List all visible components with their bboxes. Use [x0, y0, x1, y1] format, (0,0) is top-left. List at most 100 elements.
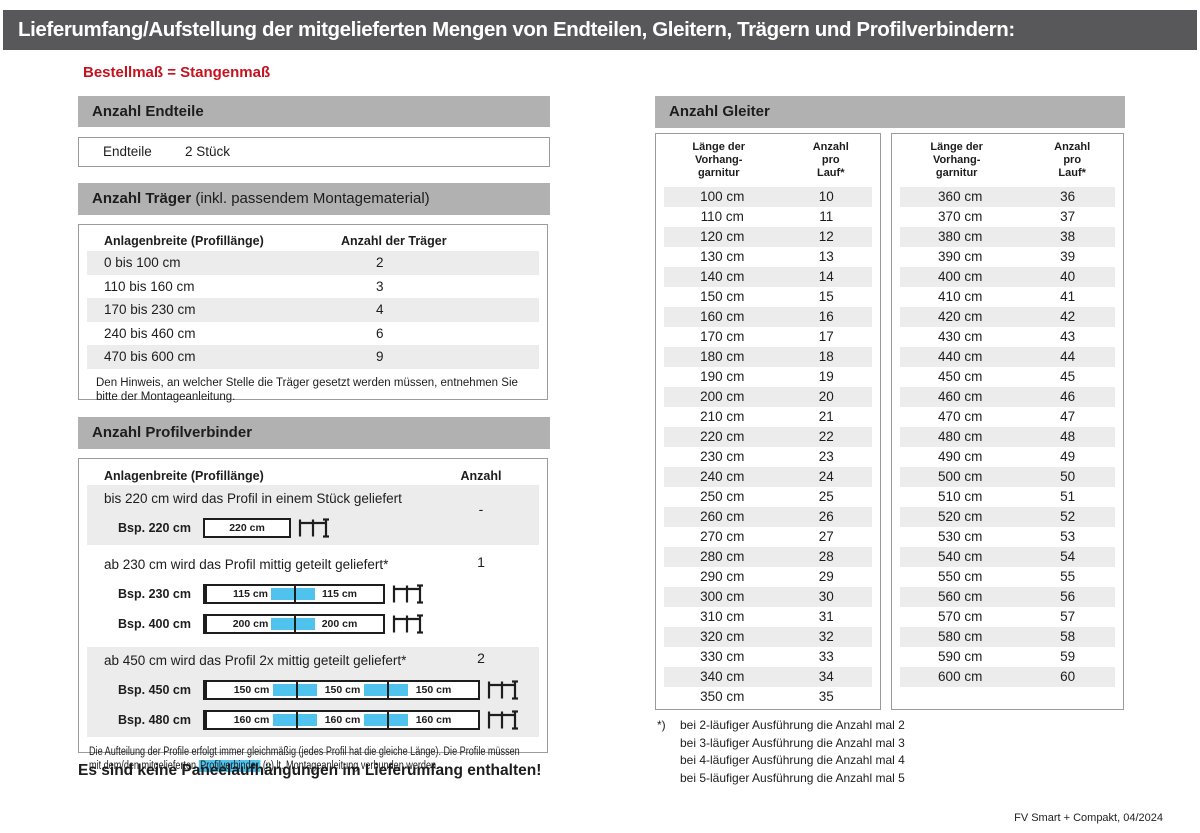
table-cell: 11	[819, 209, 834, 224]
table-cell: 110 cm	[700, 209, 744, 224]
table-row: 320 cm 32	[664, 627, 872, 647]
section-header-profilverbinder: Anzahl Profilverbinder	[78, 417, 550, 449]
table-cell: 9	[376, 349, 384, 364]
table-cell: 390 cm	[938, 249, 983, 264]
table-cell: 20	[818, 389, 834, 404]
table-row: 520 cm 52	[900, 507, 1115, 527]
table-cell: 33	[818, 649, 834, 664]
section-title-endteile: Anzahl Endteile	[92, 103, 204, 120]
footnote-text: bei 5-läufiger Ausführung die Anzahl mal…	[680, 770, 905, 785]
table-row: 490 cm 49	[900, 447, 1115, 467]
table-cell: 250 cm	[700, 489, 745, 504]
profile-example-row: Bsp. 450 cm 150 cm 150 cm 150 cm	[87, 680, 539, 700]
table-cell: 480 cm	[938, 429, 983, 444]
table-cell: 330 cm	[700, 649, 745, 664]
profile-segment-label: 115 cm	[205, 586, 294, 602]
pv-block-ab-230: ab 230 cm wird das Profil mittig geteilt…	[87, 551, 539, 641]
paneel-warning: Es sind keine Paneelaufhängungen im Lief…	[78, 762, 542, 779]
table-row: 440 cm 44	[900, 347, 1115, 367]
gleiter-col2-header: Anzahl pro Lauf*	[1054, 141, 1091, 179]
table-row: 120 cm 12	[664, 227, 872, 247]
note-text-after: (n) lt. Montageanleitung verbunden werde…	[260, 759, 439, 772]
table-cell: 520 cm	[938, 509, 983, 524]
table-cell: 10	[818, 189, 834, 204]
table-cell: 410 cm	[938, 289, 983, 304]
table-cell: 370 cm	[938, 209, 983, 224]
section-header-endteile: Anzahl Endteile	[78, 96, 550, 127]
table-cell: 530 cm	[938, 529, 983, 544]
table-row: 270 cm 27	[664, 527, 872, 547]
table-row: 250 cm 25	[664, 487, 872, 507]
profile-connector-icon	[487, 680, 518, 700]
table-cell: 15	[818, 289, 834, 304]
table-row: 420 cm 42	[900, 307, 1115, 327]
table-cell: 35	[818, 689, 834, 704]
profilverbinder-table: Anlagenbreite (Profillänge) Anzahl bis 2…	[78, 458, 548, 772]
table-row: 220 cm 22	[664, 427, 872, 447]
table-row: 110 bis 160 cm 3	[87, 275, 539, 299]
pv-col1-header: Anlagenbreite (Profillänge)	[104, 469, 264, 483]
table-cell: 100 cm	[700, 189, 745, 204]
endteile-label: Endteile	[103, 144, 152, 159]
table-cell: 46	[1060, 389, 1076, 404]
table-cell: 220 cm	[700, 429, 745, 444]
table-cell: 38	[1060, 229, 1076, 244]
table-cell: 37	[1060, 209, 1076, 224]
table-row: 280 cm 28	[664, 547, 872, 567]
footnote-text: bei 2-läufiger Ausführung die Anzahl mal…	[680, 718, 905, 732]
table-row: 510 cm 51	[900, 487, 1115, 507]
table-cell: 34	[818, 669, 834, 684]
footnote-line: bei 5-läufiger Ausführung die Anzahl mal…	[657, 770, 905, 788]
example-label: Bsp. 230 cm	[118, 587, 191, 601]
table-cell: 21	[818, 409, 834, 424]
footnote-marker: *)	[657, 718, 666, 732]
table-row: 370 cm 37	[900, 207, 1115, 227]
table-row: 430 cm 43	[900, 327, 1115, 347]
table-cell: 550 cm	[938, 569, 983, 584]
pv-block-count: -	[478, 501, 484, 517]
table-cell: 36	[1060, 189, 1076, 204]
table-cell: 400 cm	[938, 269, 983, 284]
table-row: 570 cm 57	[900, 607, 1115, 627]
table-cell: 43	[1060, 329, 1076, 344]
table-row: 240 bis 460 cm 6	[87, 322, 539, 346]
table-cell: 360 cm	[938, 189, 983, 204]
table-cell: 600 cm	[938, 669, 983, 684]
table-row: 410 cm 41	[900, 287, 1115, 307]
profile-segment-label: 115 cm	[294, 586, 383, 602]
table-cell: 39	[1060, 249, 1076, 264]
table-cell: 490 cm	[938, 449, 983, 464]
table-row: 470 bis 600 cm 9	[87, 345, 539, 369]
table-row: 310 cm 31	[664, 607, 872, 627]
table-row: 600 cm 60	[900, 667, 1115, 687]
table-cell: 45	[1060, 369, 1076, 384]
gleiter-footnotes: *) bei 2-läufiger Ausführung die Anzahl m…	[657, 717, 905, 787]
connector-highlight	[363, 684, 408, 696]
table-cell: 430 cm	[938, 329, 983, 344]
table-cell: 48	[1060, 429, 1076, 444]
endteile-value: 2 Stück	[185, 144, 231, 159]
traeger-table: Anlagenbreite (Profillänge) Anzahl der T…	[78, 224, 548, 403]
footnote-line: bei 3-läufiger Ausführung die Anzahl mal…	[657, 735, 905, 753]
table-row: 170 bis 230 cm 4	[87, 298, 539, 322]
table-cell: 240 bis 460 cm	[104, 325, 196, 341]
profile-bar-diagram: 220 cm	[203, 518, 291, 538]
order-measure-note: Bestellmaß = Stangenmaß	[83, 64, 271, 81]
table-cell: 57	[1060, 609, 1076, 624]
footnote-line: *) bei 2-läufiger Ausführung die Anzahl m…	[657, 717, 905, 735]
table-row: 160 cm 16	[664, 307, 872, 327]
table-cell: 590 cm	[938, 649, 983, 664]
table-row: 530 cm 53	[900, 527, 1115, 547]
traeger-note: Den Hinweis, an welcher Stelle die Träge…	[96, 376, 518, 403]
table-cell: 32	[818, 629, 834, 644]
table-cell: 3	[376, 278, 384, 294]
example-label: Bsp. 450 cm	[118, 683, 191, 697]
profile-example-row: Bsp. 400 cm 200 cm 200 cm	[87, 614, 539, 634]
table-cell: 52	[1060, 509, 1076, 524]
table-row: 540 cm 54	[900, 547, 1115, 567]
table-cell: 54	[1060, 549, 1076, 564]
gleiter-table-1-header: Länge der Vorhang- garnitur Anzahl pro L…	[656, 134, 880, 187]
table-cell: 580 cm	[938, 629, 983, 644]
table-cell: 280 cm	[700, 549, 745, 564]
